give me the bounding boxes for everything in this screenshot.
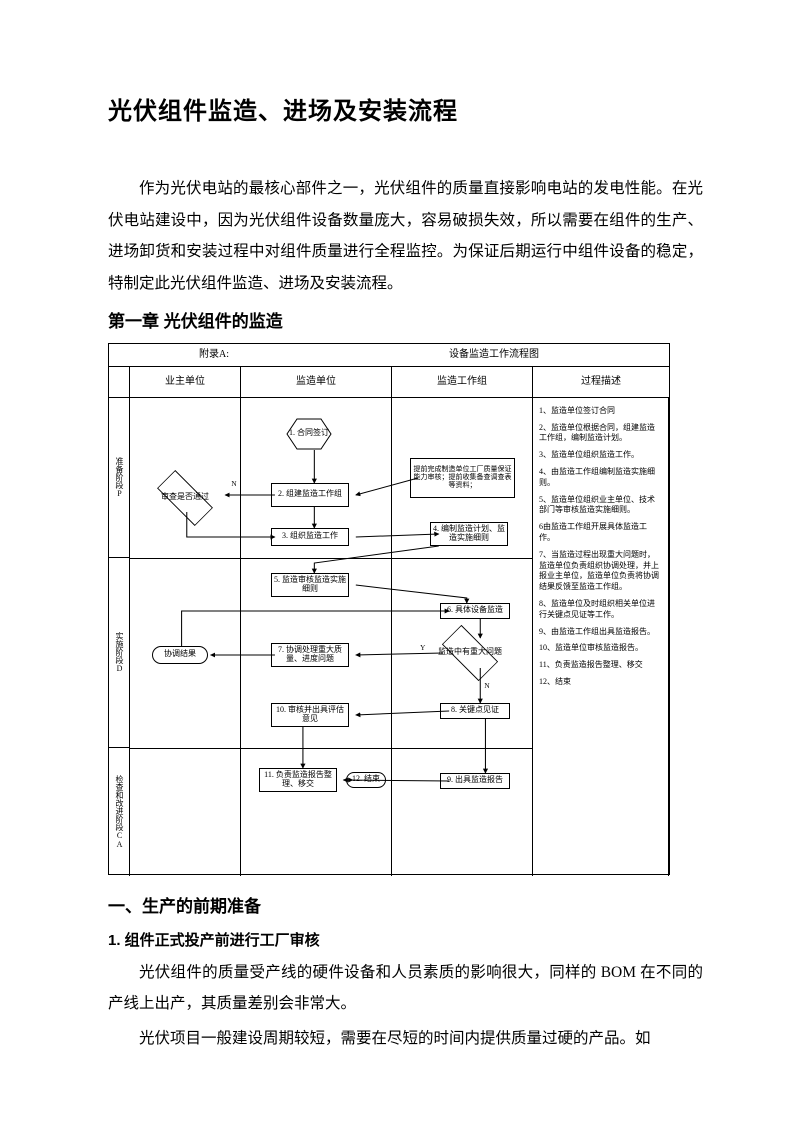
flowchart-title: 设备监造工作流程图 [319, 346, 669, 363]
col-header-group: 监造工作组 [392, 367, 533, 397]
desc-item: 3、监造单位组织监造工作。 [539, 450, 662, 461]
col-header-owner: 业主单位 [130, 367, 241, 397]
flowchart-appendix-label: 附录A: [109, 346, 319, 363]
node-review-pass-text: 审查是否通过 [161, 493, 209, 502]
phase-preparation: 准备阶段P [109, 398, 129, 558]
col-header-desc: 过程描述 [533, 367, 669, 397]
flowchart-container: 附录A: 设备监造工作流程图 业主单位 监造单位 监造工作组 过程描述 准备阶段… [108, 343, 670, 875]
phase-check-improve: 检查和改进阶段CA [109, 748, 129, 876]
desc-item: 8、监造单位及时组织相关单位进行关键点见证等工作。 [539, 599, 662, 621]
body-paragraph-1: 光伏组件的质量受产线的硬件设备和人员素质的影响很大，同样的 BOM 在不同的产线… [108, 957, 703, 1019]
desc-item: 5、监造单位组织业主单位、技术部门等审核监造实施细则。 [539, 495, 662, 517]
lane-owner: 审查是否通过 协调结果 [130, 398, 241, 876]
section-1-heading: 一、生产的前期准备 [108, 893, 703, 922]
node-contract: 1. 合同签订 [286, 418, 332, 450]
desc-item: 1、监造单位签订合同 [539, 406, 662, 417]
lane-group: 提前完成制造单位工厂质量保证能力审核；提前收集备查调查表等资料； 4. 编制监造… [392, 398, 533, 876]
node-execute: 6. 具体设备监造 [440, 603, 510, 619]
desc-item: 4、由监造工作组编制监造实施细则。 [539, 467, 662, 489]
desc-item: 9、由监造工作组出具监造报告。 [539, 627, 662, 638]
node-review-opinion: 10. 审核并出具评估意见 [271, 703, 349, 727]
node-coord-result-text: 协调结果 [164, 650, 196, 659]
col-header-unit: 监造单位 [241, 367, 392, 397]
flowchart-body: 准备阶段P 实施阶段D 检查和改进阶段CA 审查是否通过 协调结果 [109, 398, 669, 876]
node-coord-result: 协调结果 [152, 646, 208, 664]
phase-implementation: 实施阶段D [109, 558, 129, 748]
node-report: 9. 出具监造报告 [440, 773, 510, 789]
node-major-issue: 监造中有重大问题 [434, 638, 506, 668]
desc-item: 11、负责监造报告整理、移交 [539, 660, 662, 671]
description-list: 1、监造单位签订合同 2、监造单位根据合同，组建监造工作组，编制监造计划。 3、… [533, 398, 668, 702]
intro-paragraph: 作为光伏电站的最核心部件之一，光伏组件的质量直接影响电站的发电性能。在光伏电站建… [108, 173, 703, 300]
flowchart-column-headers: 业主单位 监造单位 监造工作组 过程描述 [109, 367, 669, 398]
node-review-rules: 5. 监造审核监造实施细则 [271, 573, 349, 597]
subsection-1-heading: 1. 组件正式投产前进行工厂审核 [108, 928, 703, 954]
node-coordinate: 7. 协调处理重大质量、进度问题 [271, 643, 349, 667]
lane-unit: 1. 合同签订 2. 组建监造工作组 3. 组织监造工作 5. 监造审核监造实施… [241, 398, 392, 876]
node-organize: 3. 组织监造工作 [271, 528, 349, 546]
node-preaudit: 提前完成制造单位工厂质量保证能力审核；提前收集备查调查表等资料； [410, 458, 515, 498]
desc-item: 6由监造工作组开展具体监造工作。 [539, 522, 662, 544]
node-major-issue-text: 监造中有重大问题 [438, 648, 502, 657]
document-page: 光伏组件监造、进场及安装流程 作为光伏电站的最核心部件之一，光伏组件的质量直接影… [0, 0, 793, 1122]
node-review-pass: 审查是否通过 [148, 484, 222, 512]
body-paragraph-2: 光伏项目一般建设周期较短，需要在尽短的时间内提供质量过硬的产品。如 [108, 1023, 703, 1054]
lane-description: 1、监造单位签订合同 2、监造单位根据合同，组建监造工作组，编制监造计划。 3、… [533, 398, 669, 876]
node-contract-text: 1. 合同签订 [289, 429, 329, 438]
desc-item: 12、结束 [539, 677, 662, 688]
main-title: 光伏组件监造、进场及安装流程 [108, 92, 703, 133]
flowchart-title-row: 附录A: 设备监造工作流程图 [109, 344, 669, 367]
node-witness: 8. 关键点见证 [440, 703, 510, 719]
col-header-phase [109, 367, 130, 397]
node-archive: 11. 负责监造报告整理、移交 [259, 768, 337, 792]
node-plan: 4. 编制监造计划、监造实施细则 [430, 522, 508, 546]
desc-item: 2、监造单位根据合同，组建监造工作组，编制监造计划。 [539, 423, 662, 445]
desc-item: 7、当监造过程出现重大问题时，监造单位负责组织协调处理，并上报业主单位，监造单位… [539, 550, 662, 593]
desc-item: 10、监造单位审核监造报告。 [539, 643, 662, 654]
node-build-team: 2. 组建监造工作组 [271, 483, 349, 507]
chapter-1-heading: 第一章 光伏组件的监造 [108, 308, 703, 337]
node-end: 12. 结束 [346, 772, 386, 788]
phase-column: 准备阶段P 实施阶段D 检查和改进阶段CA [109, 398, 130, 876]
